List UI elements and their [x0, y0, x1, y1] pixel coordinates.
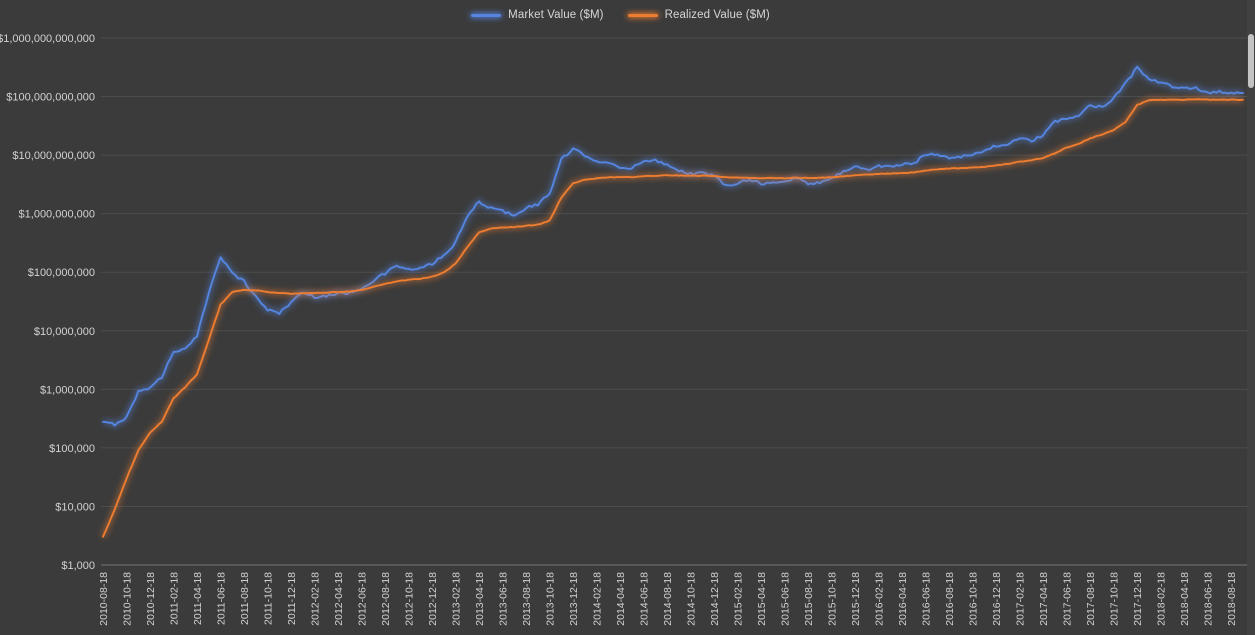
x-axis-label: 2016-04-18 — [897, 572, 909, 626]
x-axis-label: 2011-04-18 — [192, 572, 204, 625]
x-axis-label: 2018-06-18 — [1203, 572, 1215, 626]
x-axis-label: 2014-08-18 — [662, 572, 674, 626]
x-axis-label: 2016-12-18 — [991, 572, 1003, 626]
x-axis-label: 2017-12-18 — [1132, 572, 1144, 626]
market-value-line-glow — [102, 64, 1244, 429]
x-axis-label: 2017-10-18 — [1109, 572, 1121, 626]
x-axis-label: 2013-04-18 — [474, 572, 486, 626]
x-axis-label: 2011-02-18 — [169, 572, 181, 625]
x-axis-label: 2014-06-18 — [639, 572, 651, 626]
y-axis-label: $1,000,000,000,000 — [0, 33, 95, 45]
x-axis-label: 2016-02-18 — [874, 572, 886, 626]
y-axis-label: $100,000,000,000 — [6, 92, 95, 104]
x-axis-label: 2014-02-18 — [592, 572, 604, 626]
x-axis-label: 2010-08-18 — [98, 572, 110, 626]
x-axis-label: 2016-06-18 — [921, 572, 933, 626]
x-axis-label: 2018-02-18 — [1156, 572, 1168, 626]
scrollbar-thumb[interactable] — [1248, 34, 1254, 88]
chart-legend: Market Value ($M) Realized Value ($M) — [0, 5, 1241, 25]
x-axis-label: 2017-02-18 — [1015, 572, 1027, 626]
x-axis-label: 2010-10-18 — [122, 572, 134, 626]
x-axis-label: 2016-10-18 — [968, 572, 980, 626]
x-axis-label: 2011-10-18 — [263, 572, 275, 625]
y-axis-label: $10,000,000,000 — [12, 150, 95, 162]
x-axis-label: 2015-12-18 — [850, 572, 862, 626]
x-axis-label: 2014-12-18 — [709, 572, 721, 626]
x-axis-label: 2015-06-18 — [780, 572, 792, 626]
x-axis-label: 2014-04-18 — [615, 572, 627, 626]
y-axis-label: $10,000 — [55, 501, 95, 513]
realized-value-line — [102, 98, 1244, 538]
x-axis-label: 2018-08-18 — [1226, 572, 1238, 626]
y-axis-label: $100,000,000 — [28, 267, 95, 279]
y-axis-label: $1,000,000 — [40, 384, 95, 396]
x-axis-label: 2013-08-18 — [521, 572, 533, 626]
x-axis-label: 2011-06-18 — [216, 572, 228, 625]
x-axis-label: 2012-06-18 — [357, 572, 369, 626]
x-axis-label: 2011-08-18 — [239, 572, 251, 625]
legend-line-swatch-blue — [471, 13, 502, 17]
legend-item-market-value[interactable]: Market Value ($M) — [471, 9, 603, 21]
y-axis-label: $100,000 — [49, 443, 95, 455]
realized-value-line-glow — [100, 96, 1244, 538]
x-axis-label: 2013-12-18 — [568, 572, 580, 626]
x-axis-label: 2012-02-18 — [310, 572, 322, 626]
x-axis-label: 2016-08-18 — [944, 572, 956, 626]
x-axis-label: 2010-12-18 — [145, 572, 157, 626]
y-axis-label: $1,000 — [61, 560, 95, 572]
legend-line-swatch-orange — [627, 13, 658, 17]
market-value-line — [102, 65, 1244, 427]
x-axis-label: 2017-08-18 — [1085, 572, 1097, 626]
y-axis-label: $10,000,000 — [34, 326, 95, 338]
legend-item-realized-value[interactable]: Realized Value ($M) — [627, 9, 770, 21]
x-axis-label: 2015-10-18 — [827, 572, 839, 626]
legend-label-market-value: Market Value ($M) — [508, 9, 604, 21]
x-axis-label: 2018-04-18 — [1179, 572, 1191, 626]
x-axis-label: 2012-10-18 — [404, 572, 416, 626]
x-axis-label: 2015-02-18 — [733, 572, 745, 626]
y-axis-label: $1,000,000,000 — [19, 209, 95, 221]
x-axis-label: 2015-04-18 — [756, 572, 768, 626]
x-axis-label: 2013-02-18 — [451, 572, 463, 626]
x-axis-label: 2015-08-18 — [803, 572, 815, 626]
x-axis-label: 2011-12-18 — [286, 572, 298, 625]
x-axis-label: 2014-10-18 — [686, 572, 698, 626]
vertical-scrollbar[interactable] — [1247, 0, 1255, 635]
legend-label-realized-value: Realized Value ($M) — [664, 9, 770, 21]
x-axis-label: 2012-12-18 — [427, 572, 439, 626]
x-axis-label: 2013-06-18 — [498, 572, 510, 626]
x-axis-label: 2017-04-18 — [1038, 572, 1050, 626]
x-axis-label: 2013-10-18 — [545, 572, 557, 626]
x-axis-label: 2017-06-18 — [1062, 572, 1074, 626]
x-axis-label: 2012-04-18 — [333, 572, 345, 626]
x-axis-label: 2012-08-18 — [380, 572, 392, 626]
